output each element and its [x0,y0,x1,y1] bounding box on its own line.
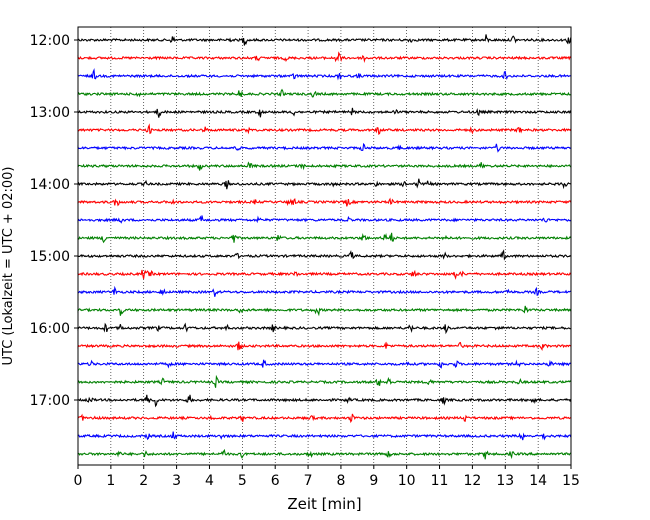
seismogram-trace [77,413,572,424]
seismogram-trace [77,142,572,153]
seismogram-trace [77,305,572,317]
seismogram-trace [77,359,572,369]
x-tick-label: 10 [398,473,416,489]
x-tick-label: 14 [529,473,547,489]
x-tick-label: 1 [106,473,115,489]
seismogram-trace [77,322,571,335]
seismogram-trace [77,341,572,352]
seismogram-trace [77,374,572,388]
x-axis-title: Zeit [min] [287,495,361,513]
y-axis-ticks: 12:00 13:00 14:00 15:00 16:00 17:00 [30,33,78,409]
x-tick-label: 6 [271,473,280,489]
x-axis-ticks: 0 1 2 3 4 5 6 7 8 9 10 11 12 13 14 15 [74,465,580,489]
y-tick-label: 16:00 [30,321,70,337]
x-tick-label: 3 [172,473,181,489]
seismogram-trace [77,123,572,135]
y-tick-label: 12:00 [30,33,70,49]
x-tick-label: 12 [463,473,481,489]
seismogram-trace [77,232,572,244]
x-tick-label: 7 [304,473,313,489]
seismogram-trace [77,215,572,224]
x-tick-label: 8 [336,473,345,489]
seismogram-trace [77,285,571,297]
x-tick-label: 11 [431,473,449,489]
seismogram-trace [77,51,572,64]
y-tick-label: 17:00 [30,393,70,409]
seismogram-trace [77,431,572,441]
x-tick-label: 2 [139,473,148,489]
y-axis-title: UTC (Lokalzeit = UTC + 02:00) [1,167,16,366]
seismogram-traces [77,34,572,460]
seismogram-trace [77,448,572,460]
x-tick-label: 15 [562,473,580,489]
seismogram-trace [77,197,572,207]
seismogram-trace [77,88,571,98]
seismogram-trace [77,161,572,171]
x-tick-label: 0 [74,473,83,489]
x-tick-label: 13 [496,473,514,489]
x-tick-label: 9 [369,473,378,489]
plot-frame [77,26,572,466]
seismogram-trace [77,394,572,408]
seismogram-trace [77,249,572,261]
y-tick-label: 14:00 [30,177,70,193]
seismogram-trace [77,269,572,280]
x-tick-label: 4 [205,473,214,489]
seismogram-trace [77,68,571,81]
grid-lines [110,27,539,465]
seismogram-trace [77,178,572,190]
seismogram-trace [77,34,572,46]
y-tick-label: 13:00 [30,105,70,121]
y-tick-label: 15:00 [30,249,70,265]
x-tick-label: 5 [238,473,247,489]
seismogram-trace [77,107,572,118]
